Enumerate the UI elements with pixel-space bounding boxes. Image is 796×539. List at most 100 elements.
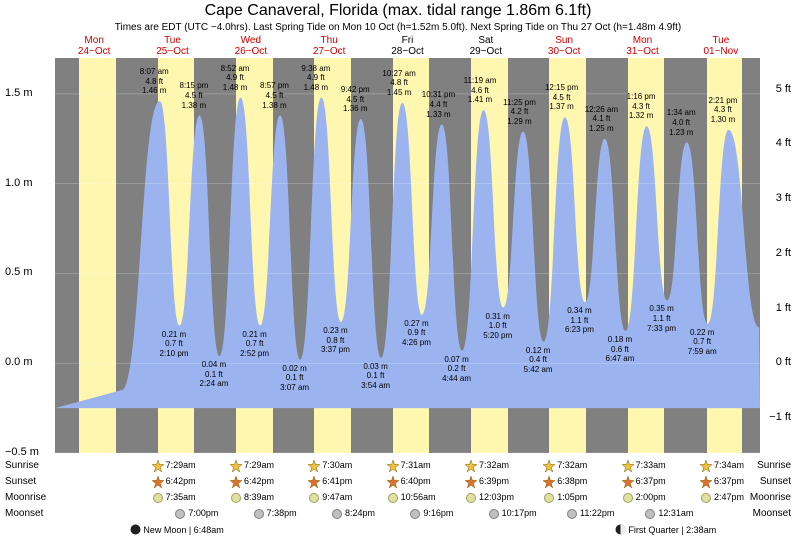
y-tick-right: 5 ft bbox=[776, 83, 791, 95]
y-tick-left: 0.5 m bbox=[5, 266, 33, 278]
moon-icon bbox=[332, 509, 342, 519]
y-tick-right: 0 ft bbox=[776, 356, 791, 368]
day-header: Wed26−Oct bbox=[212, 35, 290, 57]
tide-point-label: 9:42 pm4.5 ft1.36 m bbox=[341, 85, 370, 114]
day-header: Thu27−Oct bbox=[290, 35, 368, 57]
bottom-row-label-right: Moonrise bbox=[750, 492, 791, 503]
y-tick-left: 1.0 m bbox=[5, 177, 33, 189]
star-icon bbox=[308, 476, 320, 488]
moon-icon bbox=[645, 509, 655, 519]
tide-point-label: 1:34 am4.0 ft1.23 m bbox=[667, 108, 696, 137]
star-icon bbox=[152, 460, 164, 472]
moonset-time: 10:17pm bbox=[502, 508, 537, 518]
sunset-time: 6:42pm bbox=[244, 476, 274, 486]
sunrise-time: 7:30am bbox=[322, 460, 352, 470]
moon-icon bbox=[544, 493, 554, 503]
sunrise-time: 7:33am bbox=[636, 460, 666, 470]
moon-phase-left: New Moon | 6:48am bbox=[143, 525, 223, 535]
bottom-row-label-left: Sunset bbox=[5, 476, 36, 487]
day-header: Sun30−Oct bbox=[525, 35, 603, 57]
star-icon bbox=[465, 476, 477, 488]
sunset-time: 6:38pm bbox=[557, 476, 587, 486]
tide-point-label: 0.35 m1.1 ft7:33 pm bbox=[647, 304, 676, 333]
tide-point-label: 0.21 m0.7 ft2:10 pm bbox=[160, 330, 189, 359]
y-tick-left: 1.5 m bbox=[5, 87, 33, 99]
star-icon bbox=[622, 476, 634, 488]
chart-title: Cape Canaveral, Florida (max. tidal rang… bbox=[0, 2, 796, 20]
moon-icon bbox=[489, 509, 499, 519]
moon-icon bbox=[567, 509, 577, 519]
star-icon bbox=[700, 460, 712, 472]
star-icon bbox=[543, 460, 555, 472]
sunrise-time: 7:29am bbox=[244, 460, 274, 470]
moon-icon bbox=[466, 493, 476, 503]
tide-point-label: 0.07 m0.2 ft4:44 am bbox=[442, 355, 471, 384]
bottom-row-label-left: Sunrise bbox=[5, 460, 39, 471]
y-tick-right: 3 ft bbox=[776, 192, 791, 204]
tide-point-label: 11:19 am4.6 ft1.41 m bbox=[464, 76, 497, 105]
moon-icon bbox=[309, 493, 319, 503]
star-icon bbox=[622, 460, 634, 472]
tide-point-label: 9:38 am4.9 ft1.48 m bbox=[301, 64, 330, 93]
moonrise-time: 12:03pm bbox=[479, 492, 514, 502]
day-header: Sat29−Oct bbox=[447, 35, 525, 57]
moon-phase-right: First Quarter | 2:38am bbox=[628, 525, 716, 535]
day-header: Mon24−Oct bbox=[55, 35, 133, 57]
tide-point-label: 0.02 m0.1 ft3:07 am bbox=[280, 364, 309, 393]
star-icon bbox=[543, 476, 555, 488]
bottom-row-label-left: Moonrise bbox=[5, 492, 46, 503]
moonset-time: 7:00pm bbox=[188, 508, 218, 518]
sunrise-time: 7:29am bbox=[166, 460, 196, 470]
day-header: Fri28−Oct bbox=[369, 35, 447, 57]
moon-icon bbox=[410, 509, 420, 519]
tide-point-label: 10:31 pm4.4 ft1.33 m bbox=[422, 90, 455, 119]
tide-point-label: 0.12 m0.4 ft5:42 am bbox=[524, 346, 553, 375]
tide-point-label: 0.18 m0.6 ft6:47 am bbox=[606, 335, 635, 364]
bottom-row-label-right: Sunrise bbox=[757, 460, 791, 471]
plot-area: 8:07 am4.8 ft1.46 m 0.21 m0.7 ft2:10 pm 8:… bbox=[55, 58, 760, 453]
tide-point-label: 0.22 m0.7 ft7:59 am bbox=[688, 328, 717, 357]
sunrise-time: 7:34am bbox=[714, 460, 744, 470]
y-tick-left: −0.5 m bbox=[5, 446, 39, 458]
day-header: Tue01−Nov bbox=[682, 35, 760, 57]
first-quarter-icon bbox=[615, 524, 626, 535]
tide-point-label: 8:57 pm4.5 ft1.38 m bbox=[260, 81, 289, 110]
sunset-time: 6:37pm bbox=[636, 476, 666, 486]
tide-point-label: 12:26 am4.1 ft1.25 m bbox=[585, 105, 618, 134]
moonrise-time: 9:47am bbox=[322, 492, 352, 502]
y-tick-right: 4 ft bbox=[776, 137, 791, 149]
sunset-time: 6:37pm bbox=[714, 476, 744, 486]
star-icon bbox=[465, 460, 477, 472]
tide-point-label: 11:25 pm4.2 ft1.29 m bbox=[503, 98, 536, 127]
moon-icon bbox=[153, 493, 163, 503]
tide-chart: Cape Canaveral, Florida (max. tidal rang… bbox=[0, 0, 796, 539]
y-tick-left: 0.0 m bbox=[5, 356, 33, 368]
tide-point-label: 0.21 m0.7 ft2:52 pm bbox=[240, 330, 269, 359]
new-moon-icon bbox=[130, 524, 141, 535]
tide-point-label: 8:07 am4.8 ft1.46 m bbox=[140, 67, 169, 96]
y-tick-right: 1 ft bbox=[776, 302, 791, 314]
sunrise-time: 7:32am bbox=[557, 460, 587, 470]
tide-point-label: 0.31 m1.0 ft5:20 pm bbox=[483, 312, 512, 341]
moonrise-time: 7:35am bbox=[166, 492, 196, 502]
tide-point-label: 8:15 pm4.5 ft1.38 m bbox=[179, 81, 208, 110]
star-icon bbox=[387, 476, 399, 488]
tide-point-label: 0.34 m1.1 ft6:23 pm bbox=[565, 306, 594, 335]
star-icon bbox=[387, 460, 399, 472]
tide-point-label: 2:21 pm4.3 ft1.30 m bbox=[709, 96, 738, 125]
chart-subtitle: Times are EDT (UTC −4.0hrs). Last Spring… bbox=[0, 22, 796, 33]
tide-point-label: 12:15 pm4.5 ft1.37 m bbox=[545, 83, 578, 112]
sunset-time: 6:41pm bbox=[322, 476, 352, 486]
moonrise-time: 1:05pm bbox=[557, 492, 587, 502]
moon-icon bbox=[175, 509, 185, 519]
moonset-time: 12:31am bbox=[658, 508, 693, 518]
y-tick-right: −1 ft bbox=[769, 411, 791, 423]
tide-fill bbox=[55, 98, 760, 409]
tide-point-label: 8:52 am4.9 ft1.48 m bbox=[221, 64, 250, 93]
sunset-time: 6:40pm bbox=[401, 476, 431, 486]
bottom-row-label-right: Moonset bbox=[753, 508, 791, 519]
moonrise-time: 8:39am bbox=[244, 492, 274, 502]
moonrise-time: 10:56am bbox=[401, 492, 436, 502]
bottom-row-label-right: Sunset bbox=[760, 476, 791, 487]
moon-icon bbox=[254, 509, 264, 519]
